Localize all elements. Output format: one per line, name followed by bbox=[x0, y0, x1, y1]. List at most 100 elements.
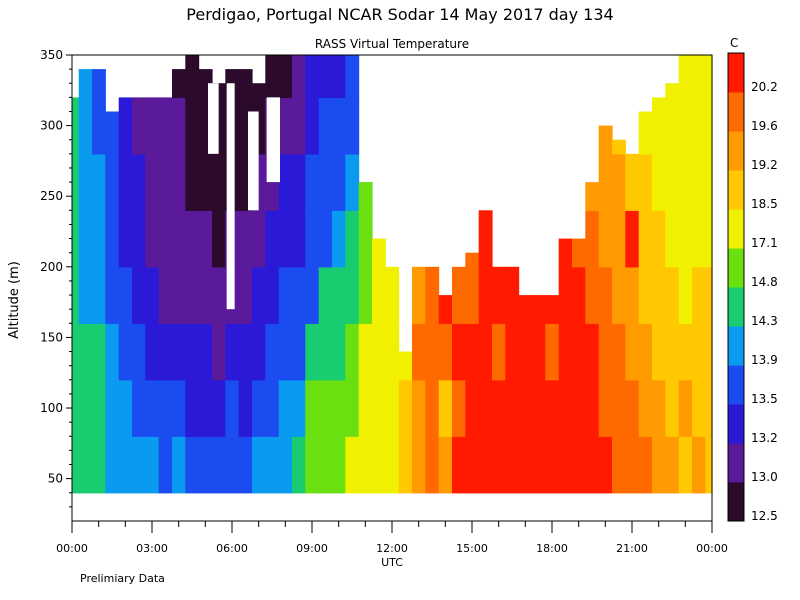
heatmap-cell bbox=[158, 210, 173, 268]
x-tick-label: 09:00 bbox=[296, 542, 328, 555]
heatmap-cell bbox=[372, 436, 386, 494]
heatmap-cell bbox=[412, 436, 426, 494]
heatmap-cell bbox=[92, 153, 106, 211]
heatmap-cell bbox=[505, 379, 520, 437]
heatmap-cell bbox=[172, 323, 186, 381]
heatmap-cell bbox=[612, 436, 626, 494]
heatmap-cell bbox=[598, 125, 613, 155]
footnote: Prelimiary Data bbox=[80, 572, 165, 585]
heatmap-cell bbox=[412, 379, 426, 437]
heatmap-cell bbox=[278, 379, 293, 437]
heatmap-cell bbox=[78, 379, 93, 437]
heatmap-cell bbox=[492, 266, 506, 324]
heatmap-cell bbox=[212, 436, 226, 494]
heatmap-cell bbox=[518, 379, 533, 437]
heatmap-cell bbox=[185, 210, 200, 268]
x-tick-label: 00:00 bbox=[696, 542, 728, 555]
heatmap-cell bbox=[78, 153, 93, 211]
heatmap-cell bbox=[452, 323, 466, 381]
heatmap-cell bbox=[705, 379, 713, 437]
heatmap-cell bbox=[598, 210, 613, 268]
heatmap-cell bbox=[345, 379, 360, 437]
heatmap-cell bbox=[318, 210, 333, 268]
y-tick-label: 100 bbox=[40, 401, 63, 415]
colorbar-swatch bbox=[728, 443, 744, 483]
heatmap-cell bbox=[598, 266, 613, 324]
heatmap-cell bbox=[465, 436, 480, 494]
heatmap-cell bbox=[692, 266, 706, 324]
heatmap-cell bbox=[692, 379, 706, 437]
heatmap-cell bbox=[185, 55, 200, 98]
heatmap-cell bbox=[345, 323, 360, 381]
heatmap-cell bbox=[492, 436, 506, 494]
heatmap-cell bbox=[652, 436, 666, 494]
heatmap-cell bbox=[172, 97, 186, 155]
heatmap-cell bbox=[558, 323, 573, 381]
heatmap-cell bbox=[638, 323, 653, 381]
heatmap-cell bbox=[598, 153, 613, 211]
heatmap-cell bbox=[558, 238, 573, 268]
heatmap-cell bbox=[72, 436, 80, 494]
heatmap-cell bbox=[132, 323, 146, 381]
heatmap-cell bbox=[345, 97, 360, 155]
heatmap-cell bbox=[305, 210, 320, 268]
heatmap-cell bbox=[625, 153, 640, 211]
heatmap-cell bbox=[185, 323, 200, 381]
heatmap-cell bbox=[318, 97, 333, 155]
heatmap-cell bbox=[92, 436, 106, 494]
heatmap-cell bbox=[372, 379, 386, 437]
heatmap-cell bbox=[305, 379, 320, 437]
heatmap-cell bbox=[532, 436, 546, 494]
heatmap-cell bbox=[372, 323, 386, 381]
heatmap-cell bbox=[105, 111, 120, 155]
colorbar-swatch bbox=[728, 287, 744, 327]
heatmap-cell bbox=[345, 210, 360, 268]
colorbar-swatch bbox=[728, 248, 744, 288]
heatmap-cell bbox=[278, 436, 293, 494]
heatmap-cell bbox=[278, 323, 293, 381]
heatmap-cell bbox=[598, 323, 613, 381]
heatmap-cell bbox=[438, 379, 453, 437]
x-tick-label: 21:00 bbox=[616, 542, 648, 555]
heatmap-cell bbox=[145, 379, 160, 437]
heatmap-cell bbox=[572, 266, 586, 324]
heatmap-cell bbox=[478, 379, 493, 437]
heatmap-cell bbox=[198, 153, 213, 211]
heatmap-cell bbox=[318, 436, 333, 494]
heatmap-cell bbox=[705, 323, 713, 381]
heatmap-cell bbox=[505, 323, 520, 381]
heatmap-cell bbox=[158, 436, 173, 494]
heatmap-cell bbox=[345, 153, 360, 211]
y-tick-label: 250 bbox=[40, 189, 63, 203]
heatmap-cell bbox=[425, 323, 440, 381]
heatmap-cell bbox=[292, 379, 306, 437]
heatmap-cell bbox=[558, 379, 573, 437]
heatmap-cell bbox=[372, 266, 386, 324]
heatmap-cell bbox=[705, 436, 713, 494]
heatmap-cell bbox=[665, 436, 680, 494]
heatmap-cell bbox=[518, 295, 533, 324]
heatmap-cell bbox=[332, 55, 346, 98]
heatmap-cell bbox=[692, 323, 706, 381]
heatmap-cell bbox=[265, 55, 280, 98]
heatmap-cell bbox=[385, 379, 400, 437]
heatmap-cell bbox=[665, 210, 680, 268]
heatmap-cell bbox=[212, 323, 226, 381]
heatmap-cell bbox=[665, 153, 680, 211]
colorbar-swatch bbox=[728, 365, 744, 405]
heatmap-cell bbox=[105, 436, 120, 494]
heatmap-cell bbox=[238, 436, 253, 494]
heatmap-cell bbox=[598, 379, 613, 437]
heatmap-cell bbox=[585, 323, 600, 381]
heatmap-cell bbox=[332, 97, 346, 155]
heatmap-cell bbox=[345, 55, 360, 98]
heatmap-cell bbox=[72, 379, 80, 437]
heatmap-cell bbox=[478, 266, 493, 324]
heatmap-cell bbox=[252, 266, 266, 324]
heatmap-cell bbox=[172, 436, 186, 494]
heatmap-cell bbox=[625, 379, 640, 437]
heatmap-cell bbox=[105, 379, 120, 437]
heatmap-cell bbox=[132, 210, 146, 268]
heatmap-cell bbox=[292, 55, 306, 98]
